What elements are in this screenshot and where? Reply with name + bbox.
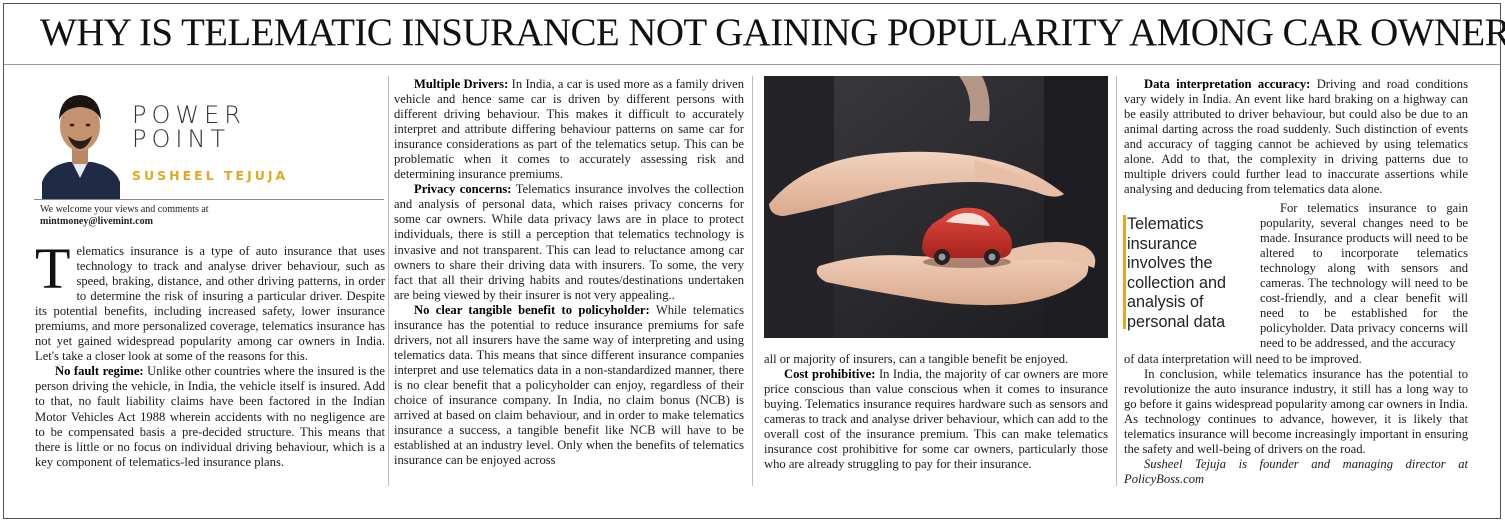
contact-line: We welcome your views and comments at <box>40 204 209 215</box>
subhead-privacy: Privacy concerns: <box>414 182 512 197</box>
drop-cap: T <box>35 236 71 301</box>
pull-quote-accent <box>1123 215 1126 329</box>
subhead-cost: Cost prohibitive: <box>784 367 876 382</box>
paragraph-cost: Cost prohibitive: In India, the majority… <box>764 367 1108 472</box>
column-label: POWER POINT <box>132 101 246 153</box>
contact-email[interactable]: mintmoney@livemint.com <box>40 216 153 227</box>
subhead-no-fault: No fault regime: <box>55 364 144 379</box>
contact-note: We welcome your views and comments at mi… <box>40 204 209 228</box>
column-2: Multiple Drivers: In India, a car is use… <box>394 77 744 468</box>
subhead-data-accuracy: Data interpretation accuracy: <box>1144 77 1311 91</box>
column-3: all or majority of insurers, can a tangi… <box>764 352 1108 472</box>
column-divider-3 <box>1116 76 1117 486</box>
author-divider <box>34 199 384 200</box>
column-divider-1 <box>388 76 389 486</box>
subhead-multiple-drivers: Multiple Drivers: <box>414 77 509 91</box>
paragraph-privacy: Privacy concerns: Telematics insurance i… <box>394 182 744 302</box>
hands-car-photo <box>764 76 1108 338</box>
article-page: WHY IS TELEMATIC INSURANCE NOT GAINING P… <box>3 3 1505 519</box>
paragraph-conclusion: In conclusion, while telematics insuranc… <box>1124 367 1468 457</box>
column-divider-2 <box>752 76 753 486</box>
author-name: SUSHEEL TEJUJA <box>132 168 289 183</box>
column-4-top: Data interpretation accuracy: Driving an… <box>1124 77 1468 197</box>
paragraph-changes-cont: of data interpretation will need to be i… <box>1124 352 1362 366</box>
paragraph-data-accuracy: Data interpretation accuracy: Driving an… <box>1124 77 1468 197</box>
paragraph-no-benefit: No clear tangible benefit to policyholde… <box>394 302 744 468</box>
headline-rule <box>4 64 1500 65</box>
author-signature: Susheel Tejuja is founder and managing d… <box>1124 457 1468 487</box>
paragraph-no-fault: No fault regime: Unlike other countries … <box>35 364 386 469</box>
paragraph-changes: For telematics insurance to gain popular… <box>1260 201 1468 351</box>
author-portrait <box>34 78 126 200</box>
column-4-side: For telematics insurance to gain popular… <box>1260 201 1468 351</box>
column-4-bottom: of data interpretation will need to be i… <box>1124 352 1468 487</box>
paragraph-benefit-cont: all or majority of insurers, can a tangi… <box>764 352 1069 366</box>
headline: WHY IS TELEMATIC INSURANCE NOT GAINING P… <box>40 11 1505 54</box>
pull-quote: Telematics insurance involves the collec… <box>1127 215 1226 331</box>
subhead-no-benefit: No clear tangible benefit to policyholde… <box>414 302 650 317</box>
paragraph-multiple-drivers: Multiple Drivers: In India, a car is use… <box>394 77 745 182</box>
